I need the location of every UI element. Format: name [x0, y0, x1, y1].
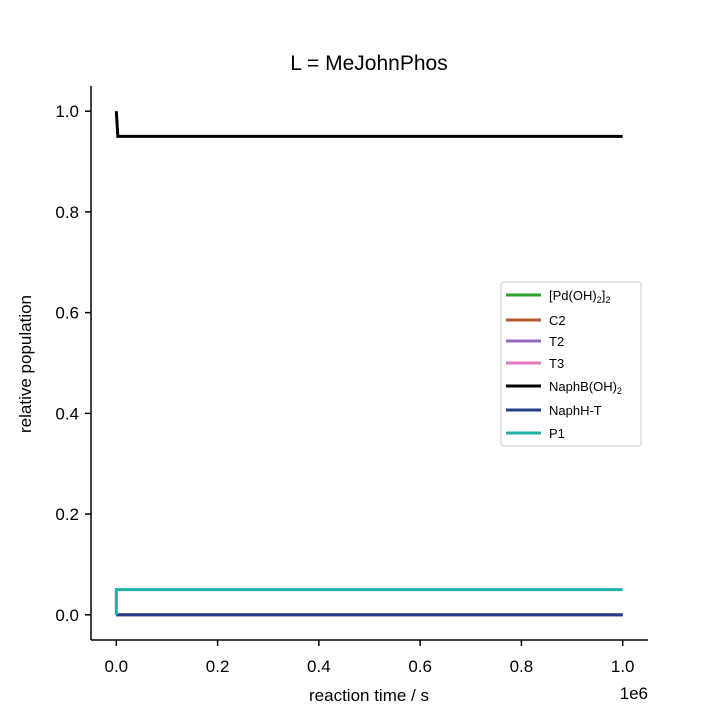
legend-label: [Pd(OH)2]2 [549, 288, 610, 305]
y-tick-label: 0.8 [55, 203, 79, 222]
legend-label: P1 [549, 426, 565, 441]
y-tick-label: 0.6 [55, 304, 79, 323]
legend-label: NaphB(OH)2 [549, 379, 622, 396]
x-ticks: 0.0 0.2 0.4 0.6 0.8 1.0 [104, 640, 635, 676]
x-tick-label: 0.2 [206, 657, 230, 676]
legend-label: C2 [549, 313, 566, 328]
x-axis-label: reaction time / s [309, 686, 429, 705]
legend: [Pd(OH)2]2 C2 T2 T3 NaphB(OH)2 NaphH-T P1 [500, 281, 642, 447]
plot-lines [114, 111, 623, 617]
y-tick-label: 0.4 [55, 404, 79, 423]
y-tick-label: 0.0 [55, 606, 79, 625]
x-tick-label: 1.0 [611, 657, 635, 676]
y-axis-label: relative population [16, 295, 35, 433]
legend-label: NaphH-T [549, 403, 602, 418]
x-tick-label: 0.6 [408, 657, 432, 676]
x-offset-label: 1e6 [620, 684, 648, 703]
series-line-naphb-oh [114, 111, 623, 138]
x-tick-label: 0.0 [104, 657, 128, 676]
y-tick-label: 0.2 [55, 505, 79, 524]
legend-frame [500, 281, 642, 447]
chart-title: L = MeJohnPhos [290, 52, 447, 75]
x-tick-label: 0.4 [307, 657, 331, 676]
y-tick-label: 1.0 [55, 102, 79, 121]
legend-label: T3 [549, 356, 564, 371]
x-tick-label: 0.8 [510, 657, 534, 676]
series-line-p1 [114, 588, 623, 615]
y-ticks: 0.0 0.2 0.4 0.6 0.8 1.0 [55, 102, 91, 625]
legend-label: T2 [549, 334, 564, 349]
